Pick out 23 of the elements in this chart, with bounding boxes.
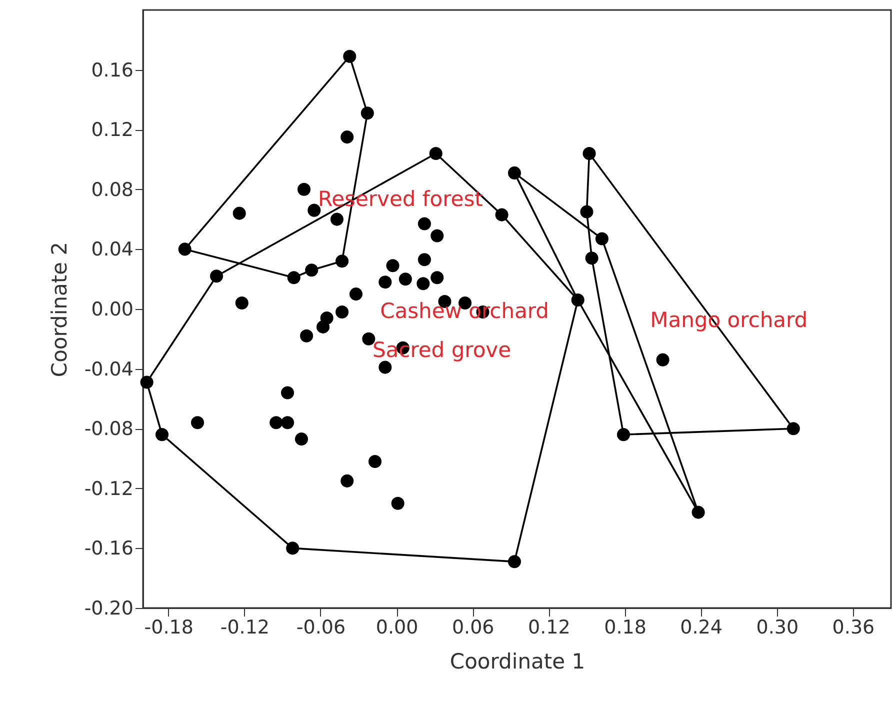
x-tick-label: -0.12: [220, 616, 270, 638]
x-tick-label: 0.24: [680, 616, 722, 638]
x-tick-label: 0.30: [756, 616, 799, 638]
y-tick-label: -0.16: [84, 538, 134, 560]
y-tick-label: -0.20: [84, 598, 134, 620]
x-tick-label: 0.06: [452, 616, 494, 638]
y-tick-label: -0.04: [84, 358, 134, 380]
x-axis-title: Coordinate 1: [450, 650, 586, 674]
x-tick-label: -0.06: [296, 616, 346, 638]
x-tick-label: 0.00: [376, 616, 418, 638]
x-tick-label: 0.18: [604, 616, 646, 638]
annotation: Sacred grove: [372, 338, 512, 362]
x-tick-label: 0.12: [528, 616, 570, 638]
y-tick-label: 0.16: [91, 59, 134, 82]
x-tick-label: -0.18: [144, 616, 194, 638]
y-tick-label: -0.12: [84, 478, 134, 500]
y-tick-label: 0.08: [91, 178, 134, 201]
y-tick-label: 0.04: [91, 238, 134, 261]
x-tick-label: 0.36: [832, 616, 875, 638]
y-tick-label: 0.12: [91, 119, 134, 142]
y-tick-label: -0.08: [84, 418, 134, 440]
y-tick-label: 0.00: [91, 298, 134, 320]
y-axis-title: Coordinate 2: [47, 242, 72, 378]
